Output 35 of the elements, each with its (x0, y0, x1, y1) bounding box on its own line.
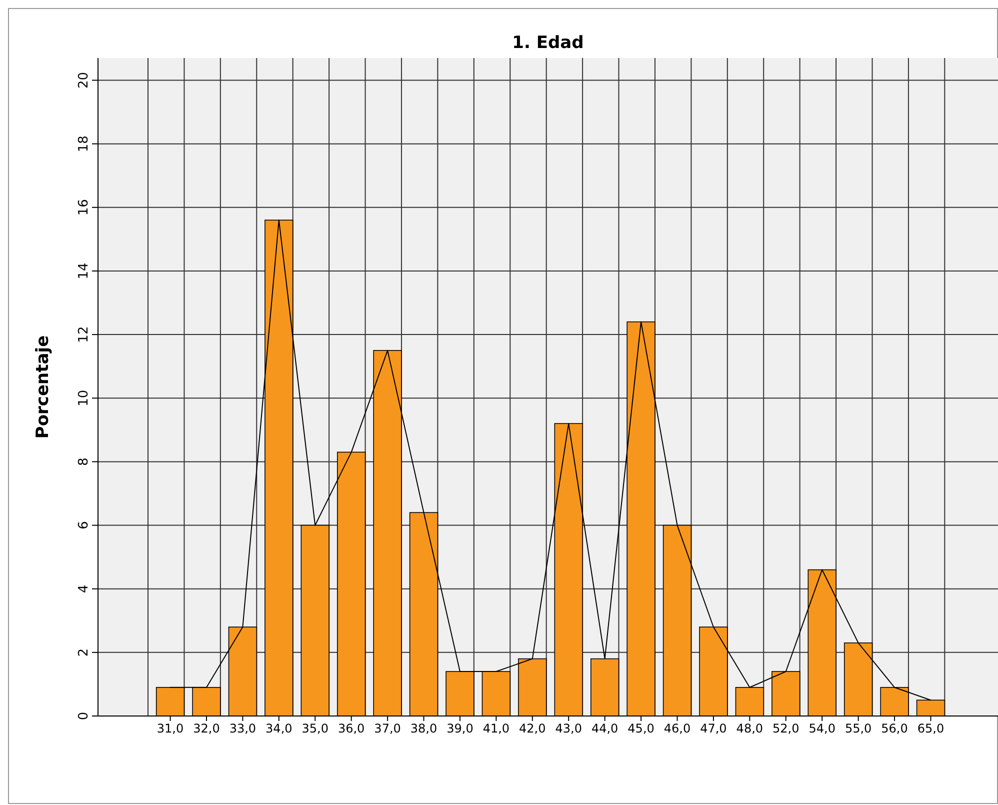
x-tick-label: 33,0 (229, 722, 256, 736)
y-tick-label: 10 (76, 390, 92, 406)
y-tick-label: 0 (76, 712, 92, 720)
x-tick-label: 34,0 (266, 722, 292, 736)
x-tick-label: 42,0 (519, 722, 546, 736)
x-tick-label: 45,0 (628, 722, 654, 736)
y-axis-title: Porcentaje (33, 335, 53, 439)
x-tick-label: 55,0 (844, 722, 872, 736)
x-tick-label: 46,0 (664, 722, 691, 736)
x-tick-label: 56,0 (881, 722, 908, 736)
y-tick-label: 14 (76, 262, 92, 280)
x-tick-label: 37,0 (374, 722, 401, 736)
x-tick-label: 32,0 (193, 722, 220, 736)
x-tick-label: 38,0 (410, 722, 438, 736)
x-tick-label: 36,0 (338, 722, 365, 736)
x-tick-label: 48,0 (736, 722, 764, 736)
chart-title: 1. Edad (512, 33, 584, 53)
y-tick-label: 8 (76, 458, 92, 466)
y-tick-label: 18 (76, 136, 92, 152)
x-tick-label: 52,0 (772, 722, 800, 736)
x-tick-label: 65,0 (917, 722, 944, 736)
x-tick-label: 41,0 (482, 722, 510, 736)
x-tick-label: 44,0 (591, 722, 618, 736)
x-tick-label: 31,0 (156, 722, 184, 736)
x-tick-label: 47,0 (700, 722, 727, 736)
y-tick-label: 4 (76, 584, 92, 593)
y-tick-label: 12 (76, 326, 92, 343)
y-tick-label: 20 (76, 72, 92, 89)
y-tick-label: 2 (76, 648, 92, 657)
y-tick-label: 6 (76, 521, 92, 530)
y-tick-label: 16 (76, 199, 92, 216)
x-tick-label: 39,0 (446, 722, 474, 736)
x-tick-label: 35,0 (302, 722, 328, 736)
x-tick-label: 43,0 (555, 722, 582, 736)
x-tick-label: 54,0 (808, 722, 836, 736)
